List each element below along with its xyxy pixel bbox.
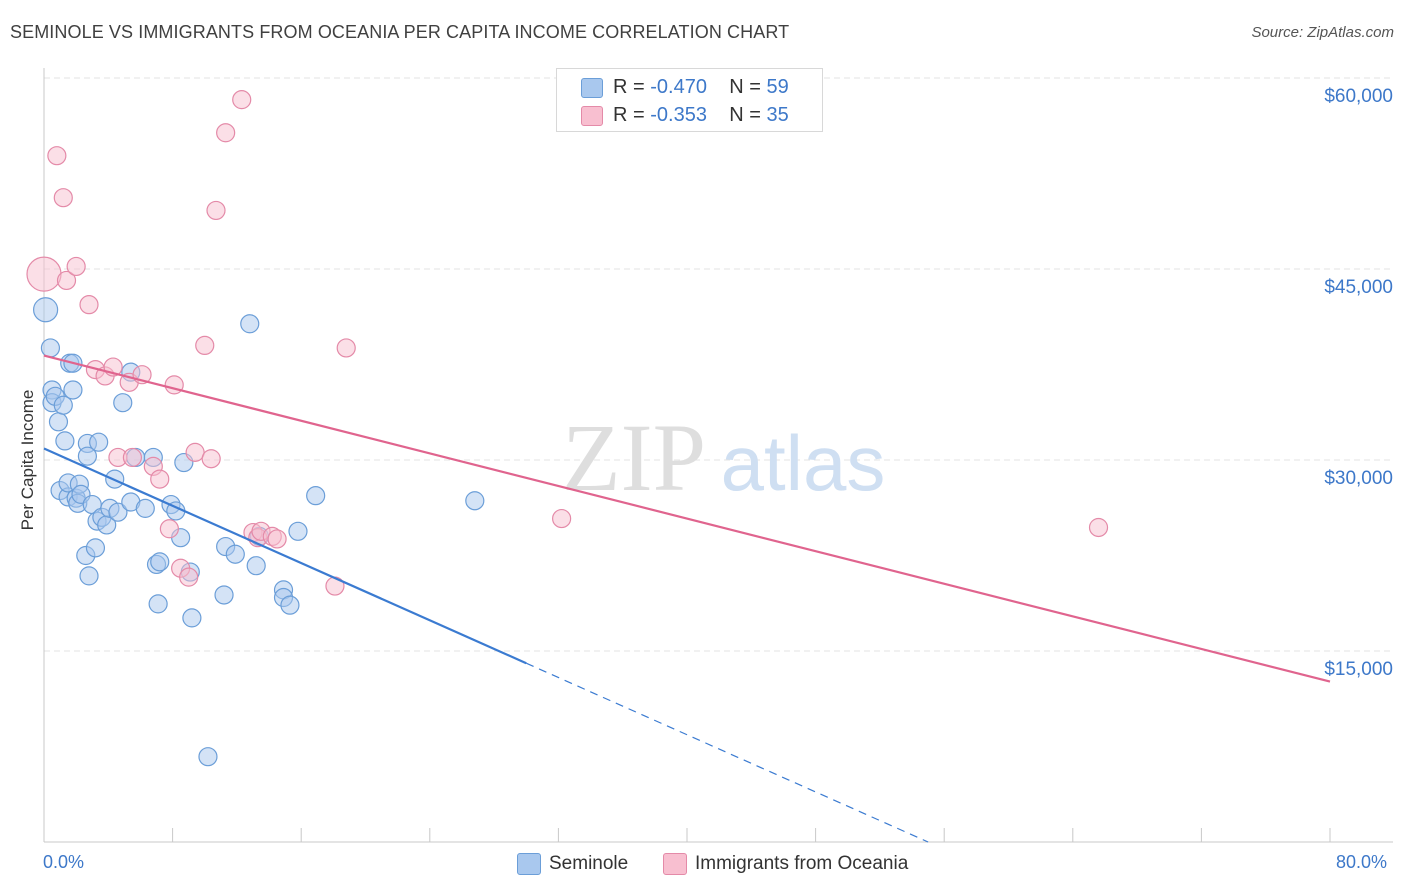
trend-layer: [43, 354, 1331, 843]
legend-n-value-seminole: 59: [766, 76, 789, 98]
seminole-point: [55, 431, 75, 451]
seminole-point: [48, 412, 69, 432]
legend-n-label: N =: [729, 76, 761, 98]
seminole-point: [33, 297, 59, 323]
seminole-point: [240, 314, 260, 334]
oceania-point: [150, 469, 170, 489]
oceania-point: [201, 449, 221, 469]
seminole-point: [288, 521, 308, 541]
legend-swatch-seminole: [581, 78, 603, 98]
legend-swatch-oceania: [581, 106, 603, 126]
watermark-zip: ZIP: [562, 404, 706, 511]
correlation-legend: R = -0.470 N = 59 R = -0.353 N = 35: [556, 68, 823, 132]
axis-layer: [43, 68, 1393, 843]
y-tick-60000: $60,000: [1324, 86, 1393, 107]
seminole-point: [148, 594, 168, 614]
seminole-point: [40, 338, 61, 358]
seminole-trend-line: [43, 447, 527, 665]
oceania-point: [232, 90, 252, 110]
seminole-point: [306, 486, 326, 506]
x-tick-min: 0.0%: [43, 852, 85, 872]
y-axis-label: Per Capita Income: [18, 389, 37, 531]
watermark-atlas: atlas: [721, 419, 886, 507]
legend-n-value-oceania: 35: [766, 104, 789, 126]
seminole-point: [108, 502, 128, 522]
seminole-point: [63, 380, 83, 400]
legend-r-value-seminole: -0.470: [650, 76, 707, 98]
seminole-point: [182, 608, 202, 628]
legend-r-label: R =: [613, 76, 645, 98]
y-tick-30000: $30,000: [1324, 468, 1393, 489]
oceania-point: [159, 519, 179, 539]
oceania-point: [122, 447, 143, 468]
oceania-point: [195, 335, 215, 355]
oceania-point: [216, 123, 236, 143]
oceania-point: [267, 529, 287, 549]
seminole-point: [113, 393, 133, 413]
seminole-point: [150, 552, 170, 572]
oceania-point: [179, 567, 199, 587]
seminole-point: [280, 595, 300, 615]
seminole-point: [214, 585, 234, 605]
bottom-legend-label-oceania: Immigrants from Oceania: [695, 853, 909, 874]
grid-layer: [44, 77, 1393, 652]
legend-r-value-oceania: -0.353: [650, 104, 707, 126]
legend-n-label: N =: [729, 104, 761, 126]
seminole-point: [89, 432, 109, 452]
oceania-point: [66, 256, 86, 277]
oceania-point: [336, 338, 356, 358]
oceania-point: [79, 295, 99, 315]
bottom-legend-label-seminole: Seminole: [549, 853, 629, 874]
chart-title: SEMINOLE VS IMMIGRANTS FROM OCEANIA PER …: [10, 22, 790, 42]
seminole-point: [246, 556, 266, 576]
source-label: Source: ZipAtlas.com: [1251, 24, 1394, 41]
oceania-point: [47, 146, 67, 166]
seminole-point: [135, 498, 155, 518]
seminole-point: [53, 395, 73, 415]
oceania-point: [206, 200, 226, 221]
oceania-trend-line: [43, 354, 1331, 683]
y-tick-15000: $15,000: [1324, 659, 1393, 680]
bottom-legend-swatch-seminole: [517, 853, 541, 875]
seminole-point: [77, 446, 98, 466]
bottom-legend-swatch-oceania: [663, 853, 687, 875]
seminole-point: [225, 544, 245, 564]
oceania-point: [53, 188, 73, 208]
y-tick-45000: $45,000: [1324, 277, 1393, 298]
oceania-point: [1088, 517, 1109, 538]
seminole-point: [465, 491, 485, 511]
seminole-trend-line-extension: [526, 662, 929, 843]
x-tick-max: 80.0%: [1336, 852, 1388, 872]
seminole-point: [198, 747, 218, 767]
oceania-point: [26, 256, 62, 292]
oceania-point: [552, 508, 572, 529]
seminole-point: [79, 566, 99, 586]
watermark: ZIP atlas: [562, 404, 885, 511]
seminole-point: [85, 538, 106, 558]
oceania-point: [185, 442, 205, 462]
legend-r-label: R =: [613, 104, 645, 126]
oceania-point: [56, 270, 77, 291]
